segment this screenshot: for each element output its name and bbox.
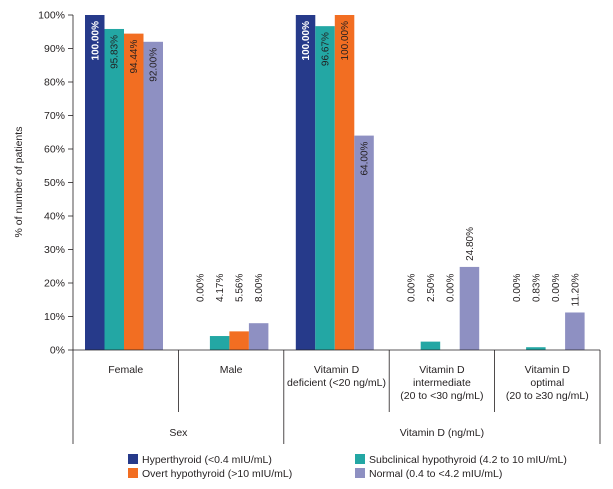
bar-data-label: 4.17% [215,274,226,302]
bar [334,15,355,350]
bar-data-label: 24.80% [465,227,476,261]
bar-data-label: 8.00% [254,274,265,302]
legend-item: Overt hypothyroid (>10 mIU/mL) [128,468,292,480]
x-group-label: Vitamin D (ng/mL) [400,427,484,439]
bar-data-label: 96.67% [321,32,332,66]
legend-item: Subclinical hypothyroid (4.2 to 10 mIU/m… [355,454,567,466]
bar-data-label: 0.00% [406,274,417,302]
bar [459,266,480,350]
y-tick-label: 70% [44,110,65,122]
bar [248,323,269,350]
legend-swatch [355,454,365,464]
legend-label: Subclinical hypothyroid (4.2 to 10 mIU/m… [369,454,567,466]
y-tick-label: 100% [38,10,65,22]
x-category-label: Vitamin D [525,364,571,376]
gridlines [68,14,73,351]
legend-label: Normal (0.4 to <4.2 mIU/mL) [369,468,503,480]
legend-item: Normal (0.4 to <4.2 mIU/mL) [355,468,502,480]
bar-data-label: 100.00% [90,21,101,61]
y-tick-label: 50% [44,177,65,189]
bar [354,135,374,350]
bar-data-label: 0.00% [445,274,456,302]
x-category-label: optimal [530,377,564,389]
y-tick-label: 90% [44,43,65,55]
bar-data-label: 5.56% [235,274,246,302]
y-axis-label: % of number of patients [13,127,25,238]
x-category-label: (20 to ≥30 ng/mL) [506,390,589,402]
bar-data-label: 0.00% [551,274,562,302]
bar [209,336,230,350]
y-tick-label: 20% [44,278,65,290]
bar [565,312,585,350]
bar [315,26,335,351]
x-category-label: Female [108,364,143,376]
bar-data-label: 100.00% [340,21,351,61]
bar-data-label: 0.00% [512,274,523,302]
bar-data-label: 2.50% [426,274,437,302]
y-tick-label: 60% [44,144,65,156]
x-category-label: intermediate [413,377,471,389]
bar [104,28,124,350]
bar-data-labels: 100.00% 95.83% 94.44% 92.00% 0.00% 4.17% 5.56%… [90,21,581,307]
legend-label: Hyperthyroid (<0.4 mIU/mL) [142,454,272,466]
y-tick-label: 80% [44,77,65,89]
bars [85,15,585,351]
y-axis-ticks: 0% 10% 20% 30% 40% 50% 60% 70% 80% 90% 100% [38,10,65,357]
bar-data-label: 100.00% [301,21,312,61]
legend-swatch [355,468,365,478]
bar-data-label: 94.44% [129,40,140,74]
bar [420,341,441,350]
bar [526,347,546,350]
x-category-label: Vitamin D [419,364,465,376]
y-tick-label: 0% [50,345,65,357]
y-tick-label: 30% [44,244,65,256]
x-group-label: Sex [169,427,188,439]
x-category-label: Male [220,364,243,376]
bar [143,41,163,351]
bar [124,33,144,350]
bar-data-label: 0.00% [196,274,207,302]
bar [85,15,105,350]
y-tick-label: 40% [44,211,65,223]
x-category-label: deficient (<20 ng/mL) [287,377,386,389]
legend-swatch [128,468,138,478]
bar-data-label: 11.20% [570,273,581,306]
x-category-label: (20 to <30 ng/mL) [400,390,483,402]
x-category-label: Vitamin D [314,364,360,376]
legend-label: Overt hypothyroid (>10 mIU/mL) [142,468,293,480]
bar-data-label: 0.83% [531,274,542,302]
bar [295,15,316,350]
legend-item: Hyperthyroid (<0.4 mIU/mL) [128,454,272,466]
bar-data-label: 95.83% [110,35,121,69]
bar-data-label: 92.00% [149,48,160,82]
bar-data-label: 64.00% [360,141,371,175]
y-tick-label: 10% [44,311,65,323]
bar [229,331,249,350]
legend-swatch [128,454,138,464]
